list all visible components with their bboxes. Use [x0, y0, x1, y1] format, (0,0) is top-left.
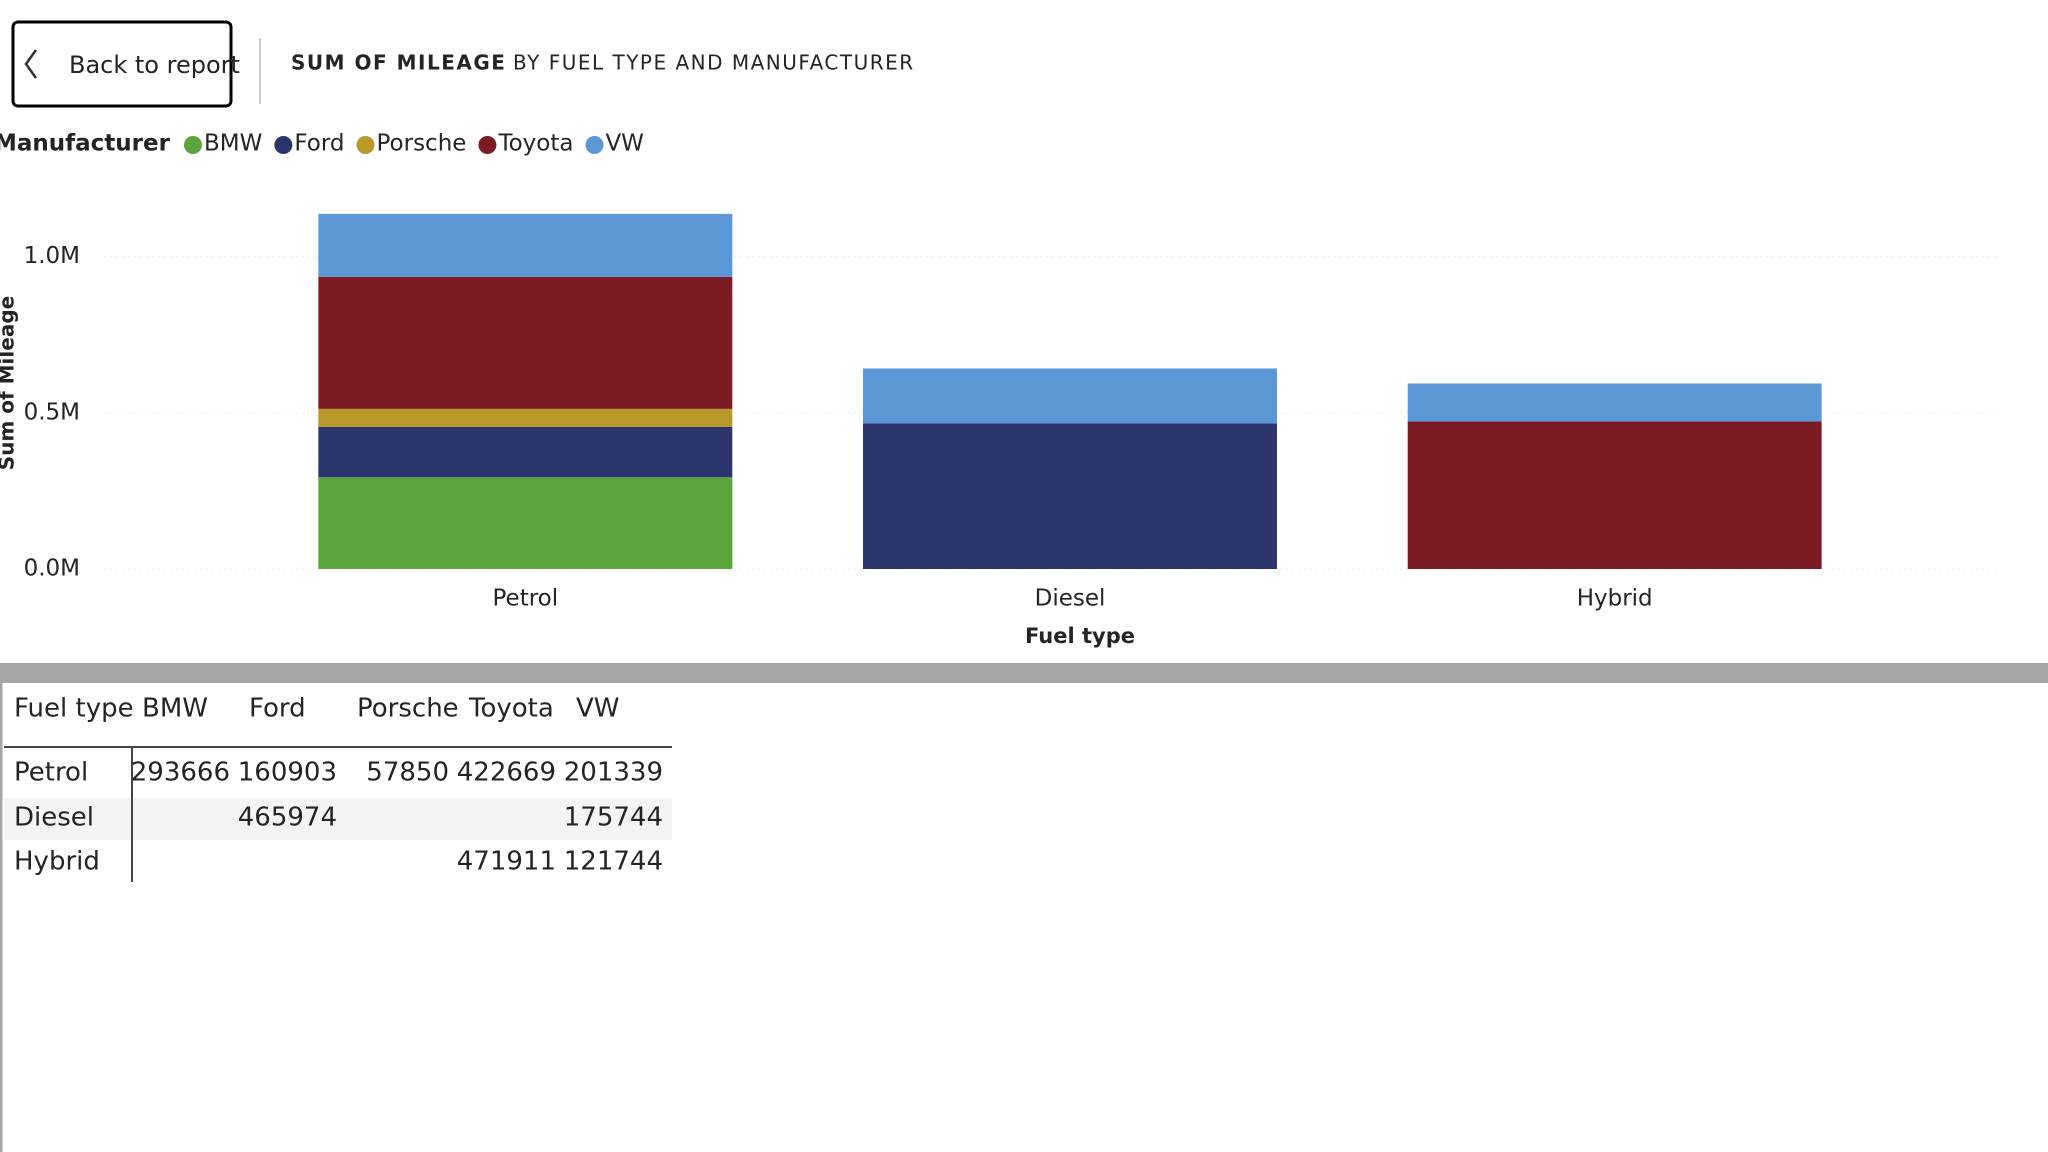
- row-band: [4, 798, 672, 840]
- table-cell: 465974: [238, 803, 337, 833]
- y-axis-title: Sum of Mileage: [0, 296, 19, 470]
- legend-label: Porsche: [377, 131, 467, 157]
- table-cell: 175744: [564, 803, 663, 833]
- y-tick-label: 0.0M: [24, 556, 80, 582]
- table-cell: 471911: [457, 847, 556, 877]
- bar-segment: [318, 276, 733, 409]
- y-tick-label: 0.5M: [24, 399, 80, 425]
- bar-segment: [318, 408, 733, 427]
- column-header: Porsche: [357, 694, 459, 724]
- legend-marker: [585, 136, 604, 154]
- table-cell: 160903: [238, 758, 337, 788]
- legend-label: Ford: [294, 131, 344, 157]
- legend-label: VW: [605, 131, 643, 157]
- visual-subtitle: BY FUEL TYPE AND MANUFACTURER: [513, 51, 915, 75]
- back-button[interactable]: [11, 20, 233, 108]
- splitter[interactable]: [0, 663, 2048, 683]
- bar-segment: [863, 368, 1277, 424]
- table-cell: 201339: [564, 758, 663, 788]
- column-header: BMW: [142, 694, 208, 724]
- table-cell: 422669: [457, 758, 556, 788]
- bar-segment: [318, 213, 733, 277]
- row-header: Diesel: [14, 803, 94, 833]
- column-header: Ford: [249, 694, 306, 724]
- back-label[interactable]: Back to report: [69, 51, 240, 79]
- table-cell: 121744: [564, 847, 663, 877]
- legend-label: Toyota: [497, 131, 573, 157]
- y-tick-label: 1.0M: [24, 243, 80, 269]
- legend-marker: [183, 136, 202, 154]
- column-header: Fuel type: [14, 694, 134, 724]
- x-tick-label: Hybrid: [1577, 586, 1653, 612]
- bar-segment: [1407, 383, 1822, 422]
- back-icon: [24, 49, 38, 79]
- x-tick-label: Petrol: [493, 586, 559, 612]
- legend-label: BMW: [204, 131, 262, 157]
- visual-title: SUM OF MILEAGE: [291, 51, 506, 75]
- column-header: Toyota: [468, 694, 554, 724]
- bar-segment: [1407, 421, 1822, 569]
- row-header: Hybrid: [14, 847, 100, 877]
- bar-segment: [863, 423, 1277, 569]
- x-tick-label: Diesel: [1035, 586, 1106, 612]
- bar-segment: [318, 477, 733, 569]
- table-cell: 57850: [366, 758, 449, 788]
- legend-marker: [478, 136, 497, 154]
- x-axis-title: Fuel type: [1025, 624, 1135, 648]
- bar-segment: [318, 426, 733, 478]
- row-header: Petrol: [14, 758, 88, 788]
- legend-title: Manufacturer: [0, 131, 171, 157]
- legend-marker: [274, 136, 293, 154]
- table-cell: 293666: [131, 758, 230, 788]
- legend-marker: [356, 136, 375, 154]
- column-header: VW: [576, 694, 620, 724]
